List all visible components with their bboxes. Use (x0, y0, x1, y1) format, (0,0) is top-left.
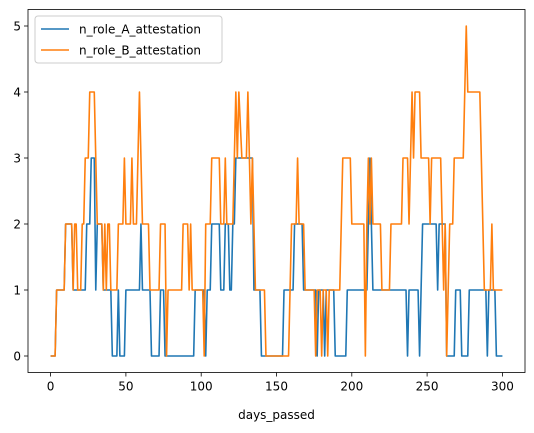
x-tick-label: 200 (340, 380, 363, 394)
x-tick-label: 150 (265, 380, 288, 394)
series-line-n-role-b-attestation (50, 25, 503, 357)
y-tick-label: 2 (13, 218, 21, 232)
x-axis-label: days_passed (238, 408, 315, 422)
x-tick-label: 300 (491, 380, 514, 394)
y-tick-label: 3 (13, 152, 21, 166)
x-axis: 0 50 100 150 200 250 300 (47, 372, 514, 394)
x-tick-label: 100 (190, 380, 213, 394)
y-tick-label: 4 (13, 86, 21, 100)
legend: n_role_A_attestation n_role_B_attestatio… (34, 15, 223, 64)
legend-label-role-a: n_role_A_attestation (79, 23, 201, 37)
y-tick-label: 5 (13, 20, 21, 34)
legend-box (34, 15, 223, 64)
x-tick-label: 250 (416, 380, 439, 394)
y-axis: 0 1 2 3 4 5 (13, 20, 28, 364)
x-tick-label: 50 (118, 380, 133, 394)
y-tick-label: 1 (13, 284, 21, 298)
legend-label-role-b: n_role_B_attestation (79, 44, 201, 58)
y-tick-label: 0 (13, 350, 21, 364)
axes-frame (27, 9, 526, 373)
x-tick-label: 0 (47, 380, 55, 394)
plot-area (50, 25, 503, 357)
